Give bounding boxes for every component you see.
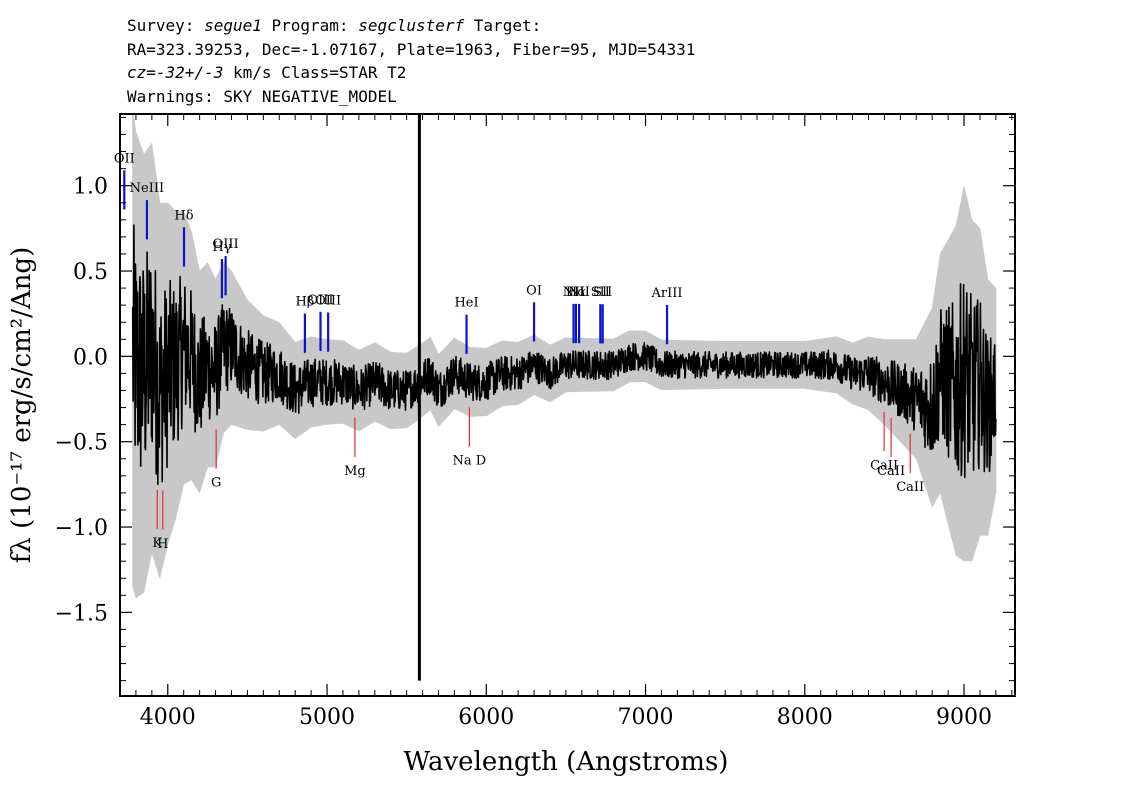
y-tick-label: 1.0	[73, 175, 108, 200]
x-tick-label: 9000	[936, 705, 992, 730]
survey-name: segue1	[204, 16, 262, 35]
header-line-survey: Survey: segue1 Program: segclusterf Targ…	[127, 14, 695, 38]
header-line-redshift: cz=-32+/-3 km/s Class=STAR T2	[127, 61, 695, 85]
emission-line-label: Hα	[566, 285, 586, 300]
emission-line-label: OI	[526, 283, 542, 298]
emission-line-label: NeIII	[130, 181, 164, 196]
emission-line-label: Hβ	[295, 295, 314, 310]
plot-frame	[119, 113, 1016, 697]
survey-prefix: Survey:	[127, 16, 205, 35]
class-label: km/s Class=STAR T2	[223, 63, 407, 82]
absorption-line-label: CaII	[877, 464, 905, 479]
axes-layer: 4000 5000 6000 7000 8000 9000 1.0 0.5 0.0 −0.5 −1.…	[55, 114, 1015, 730]
absorption-line-label: CaII	[896, 480, 924, 495]
y-tick-label: 0.5	[73, 260, 108, 285]
cz-equals: =	[146, 63, 156, 82]
emission-line-label: OIII	[213, 237, 239, 252]
flux-layer	[131, 114, 997, 681]
emission-line-label: SII	[591, 285, 610, 300]
x-tick-label: 6000	[458, 705, 514, 730]
emission-line-label: NII	[563, 285, 585, 300]
emission-line-label: OII	[114, 151, 135, 166]
absorption-line-label: Mg	[344, 464, 366, 479]
cz-value: -32+/-3	[155, 63, 224, 82]
x-axis-label: Wavelength (Angstroms)	[404, 747, 729, 777]
absorption-line-label: H	[157, 537, 168, 552]
cz-label: cz	[127, 63, 147, 82]
emission-line-label: Hδ	[174, 208, 193, 223]
emission-line-label: SII	[593, 285, 612, 300]
y-axis-label: fλ (10⁻¹⁷ erg/s/cm²/Ang)	[7, 247, 37, 563]
x-tick-label: 4000	[140, 705, 196, 730]
spectrum-header: Survey: segue1 Program: segclusterf Targ…	[127, 14, 695, 108]
y-tick-label: −0.5	[55, 431, 108, 456]
emission-line-label: NII	[568, 285, 590, 300]
y-tick-label: −1.0	[55, 516, 108, 541]
x-tick-label: 8000	[777, 705, 833, 730]
absorption-line-label: K	[152, 536, 162, 551]
program-name: segclusterf	[358, 16, 465, 35]
y-tick-label: −1.5	[55, 601, 108, 626]
y-tick-label: 0.0	[73, 345, 108, 370]
absorption-line-label: Na D	[453, 454, 487, 469]
absorption-line-label: CaII	[870, 458, 898, 473]
emission-line-label: ArIII	[651, 286, 683, 301]
emission-line-label: Hγ	[212, 240, 231, 255]
program-prefix: Program:	[261, 16, 359, 35]
x-tick-label: 7000	[618, 705, 674, 730]
flux-series-line	[131, 224, 997, 486]
header-line-warnings: Warnings: SKY NEGATIVE_MODEL	[127, 86, 397, 106]
absorption-line-label: G	[211, 476, 221, 491]
emission-line-label: OIII	[307, 293, 333, 308]
emission-line-label: OIII	[315, 293, 341, 308]
header-line-coordinates: RA=323.39253, Dec=-1.07167, Plate=1963, …	[127, 39, 696, 59]
x-tick-label: 5000	[299, 705, 355, 730]
target-label: Target:	[464, 16, 542, 35]
emission-line-label: HeI	[454, 296, 478, 311]
